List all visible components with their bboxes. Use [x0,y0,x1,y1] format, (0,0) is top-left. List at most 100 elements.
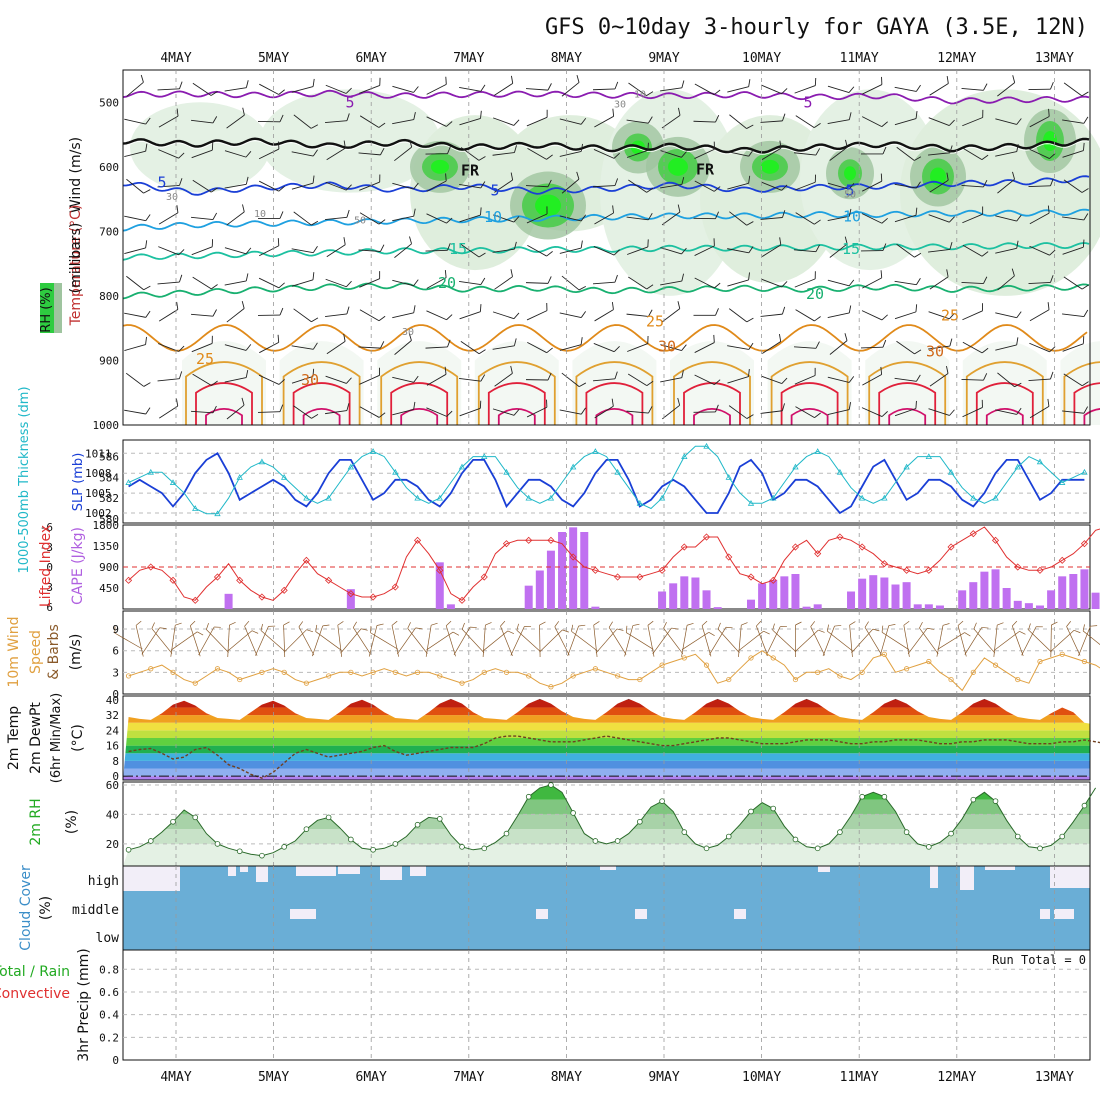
barb-staff [325,278,347,288]
slp-tick-label: 1002 [85,507,112,520]
barb-staff [1011,625,1024,657]
barb-flag [279,307,284,316]
barb-staff [325,216,347,221]
barb-staff [594,212,614,225]
barb-staff [135,625,144,657]
barb-staff [293,405,312,419]
barb-flag [145,214,151,222]
barb-flag [1051,621,1058,626]
barb-flag [311,414,319,419]
barb-staff [1029,116,1050,128]
barb-flag [713,334,715,343]
barb-flag [946,365,949,374]
isotherm-30 [282,361,361,425]
cape-bar [558,532,567,609]
barb-staff [829,340,848,355]
wind-barb [224,176,249,189]
wind-barb [896,243,922,258]
isotherm-30 [965,361,1044,425]
rh-point [614,838,621,844]
barb-flag [378,367,380,376]
barb-flag [546,251,553,257]
barb-staff [660,377,682,383]
wind-barb [224,369,249,383]
barb-flag [746,414,754,419]
barb-flag [715,114,720,123]
barb-staff [717,628,740,654]
barb-staff [258,245,280,257]
barb-flag [510,365,513,374]
barb-staff [894,214,917,223]
wind-barb [1029,302,1050,322]
bottom-date-label: 5MAY [258,1070,289,1085]
barb-staff [291,279,314,287]
barb-flag [413,86,419,93]
barb-flag [337,621,344,626]
barb-flag [746,317,754,323]
barb-staff [141,627,161,655]
barb-staff [1062,313,1084,318]
barb-flag [446,410,453,417]
wind-barb [995,214,1022,222]
barb-staff [961,87,984,91]
barb-staff [359,374,380,385]
cape-bar [1069,574,1078,609]
barb-staff [995,409,1017,415]
barb-staff [1062,150,1084,158]
barb-staff [962,117,983,127]
wind-barb [325,375,352,384]
barb-staff [559,118,582,125]
barb-flag [646,187,654,193]
barb-staff [851,628,874,654]
barb-staff [394,146,412,162]
barb-flag [681,176,685,185]
li-point [969,530,977,538]
barb-flag [178,345,185,352]
barb-flag [957,620,964,626]
wind-barb [258,180,285,192]
contour-label: 30 [301,371,319,389]
barb-flag [546,109,548,118]
wind-barb [392,111,416,125]
cape-bar [1035,605,1044,609]
wind-barb [257,114,284,123]
bottom-date-label: 11MAY [840,1070,879,1085]
barb-flag [407,622,411,629]
barb-flag [1081,188,1089,193]
barb-staff [392,312,414,319]
li-point [591,566,599,574]
ylabel-temp-a: 2m Temp [6,706,22,770]
barb-flag [849,621,856,626]
wind-barb [727,175,751,190]
barb-staff [170,625,176,657]
thickness-point [681,453,688,459]
barb-flag [513,119,520,126]
contour-label: 30 [402,327,414,338]
cape-bar [958,590,967,609]
rh-point [1059,833,1066,840]
wind-barb [827,85,855,94]
barb-flag [346,377,352,384]
cape-bar [913,604,922,609]
wind10m-barb [663,622,684,654]
wind-barb [827,112,852,124]
wind-speed-point [392,669,398,675]
barb-flag [242,204,245,212]
wind-barb [727,79,751,93]
barb-flag [795,621,802,626]
slp-bg [123,440,1090,523]
ylabel-temp-c: (6hr Min/Max) [49,693,64,783]
barb-flag [513,145,517,153]
wind-barb [995,118,1022,125]
wind-barb [1029,148,1056,159]
wind-barb [861,76,883,95]
barb-staff [192,373,212,386]
wind10m-barb [738,622,748,657]
rh-tick-label: 20 [106,838,119,851]
barb-staff [727,182,749,190]
barb-flag [881,217,888,224]
barb-staff [340,628,362,654]
wind-barb [359,271,381,288]
cloud-gap [985,866,1015,870]
